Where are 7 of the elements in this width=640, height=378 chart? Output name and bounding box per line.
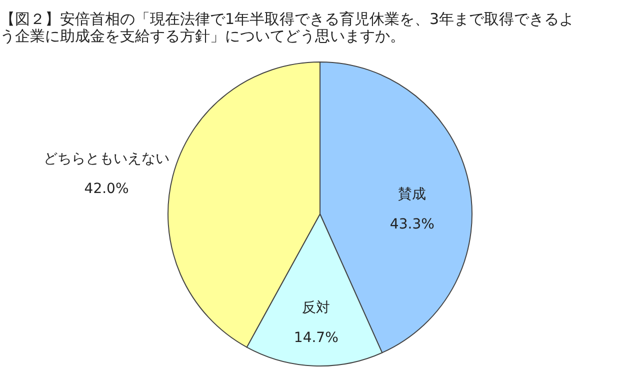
- slice-label: 反対: [302, 300, 330, 316]
- data-label: 43.3%: [390, 216, 434, 232]
- data-label: 42.0%: [84, 181, 129, 198]
- data-label: 14.7%: [294, 330, 338, 346]
- chart-title: 【図２】安倍首相の「現在法律で1年半取得できる育児休業を、3年まで取得できるよう企業に助成金を支給する方針」についてどう思いますか。: [0, 10, 574, 45]
- slice-label: 賛成: [398, 186, 426, 202]
- slice-label: どちらともいえない: [44, 151, 170, 168]
